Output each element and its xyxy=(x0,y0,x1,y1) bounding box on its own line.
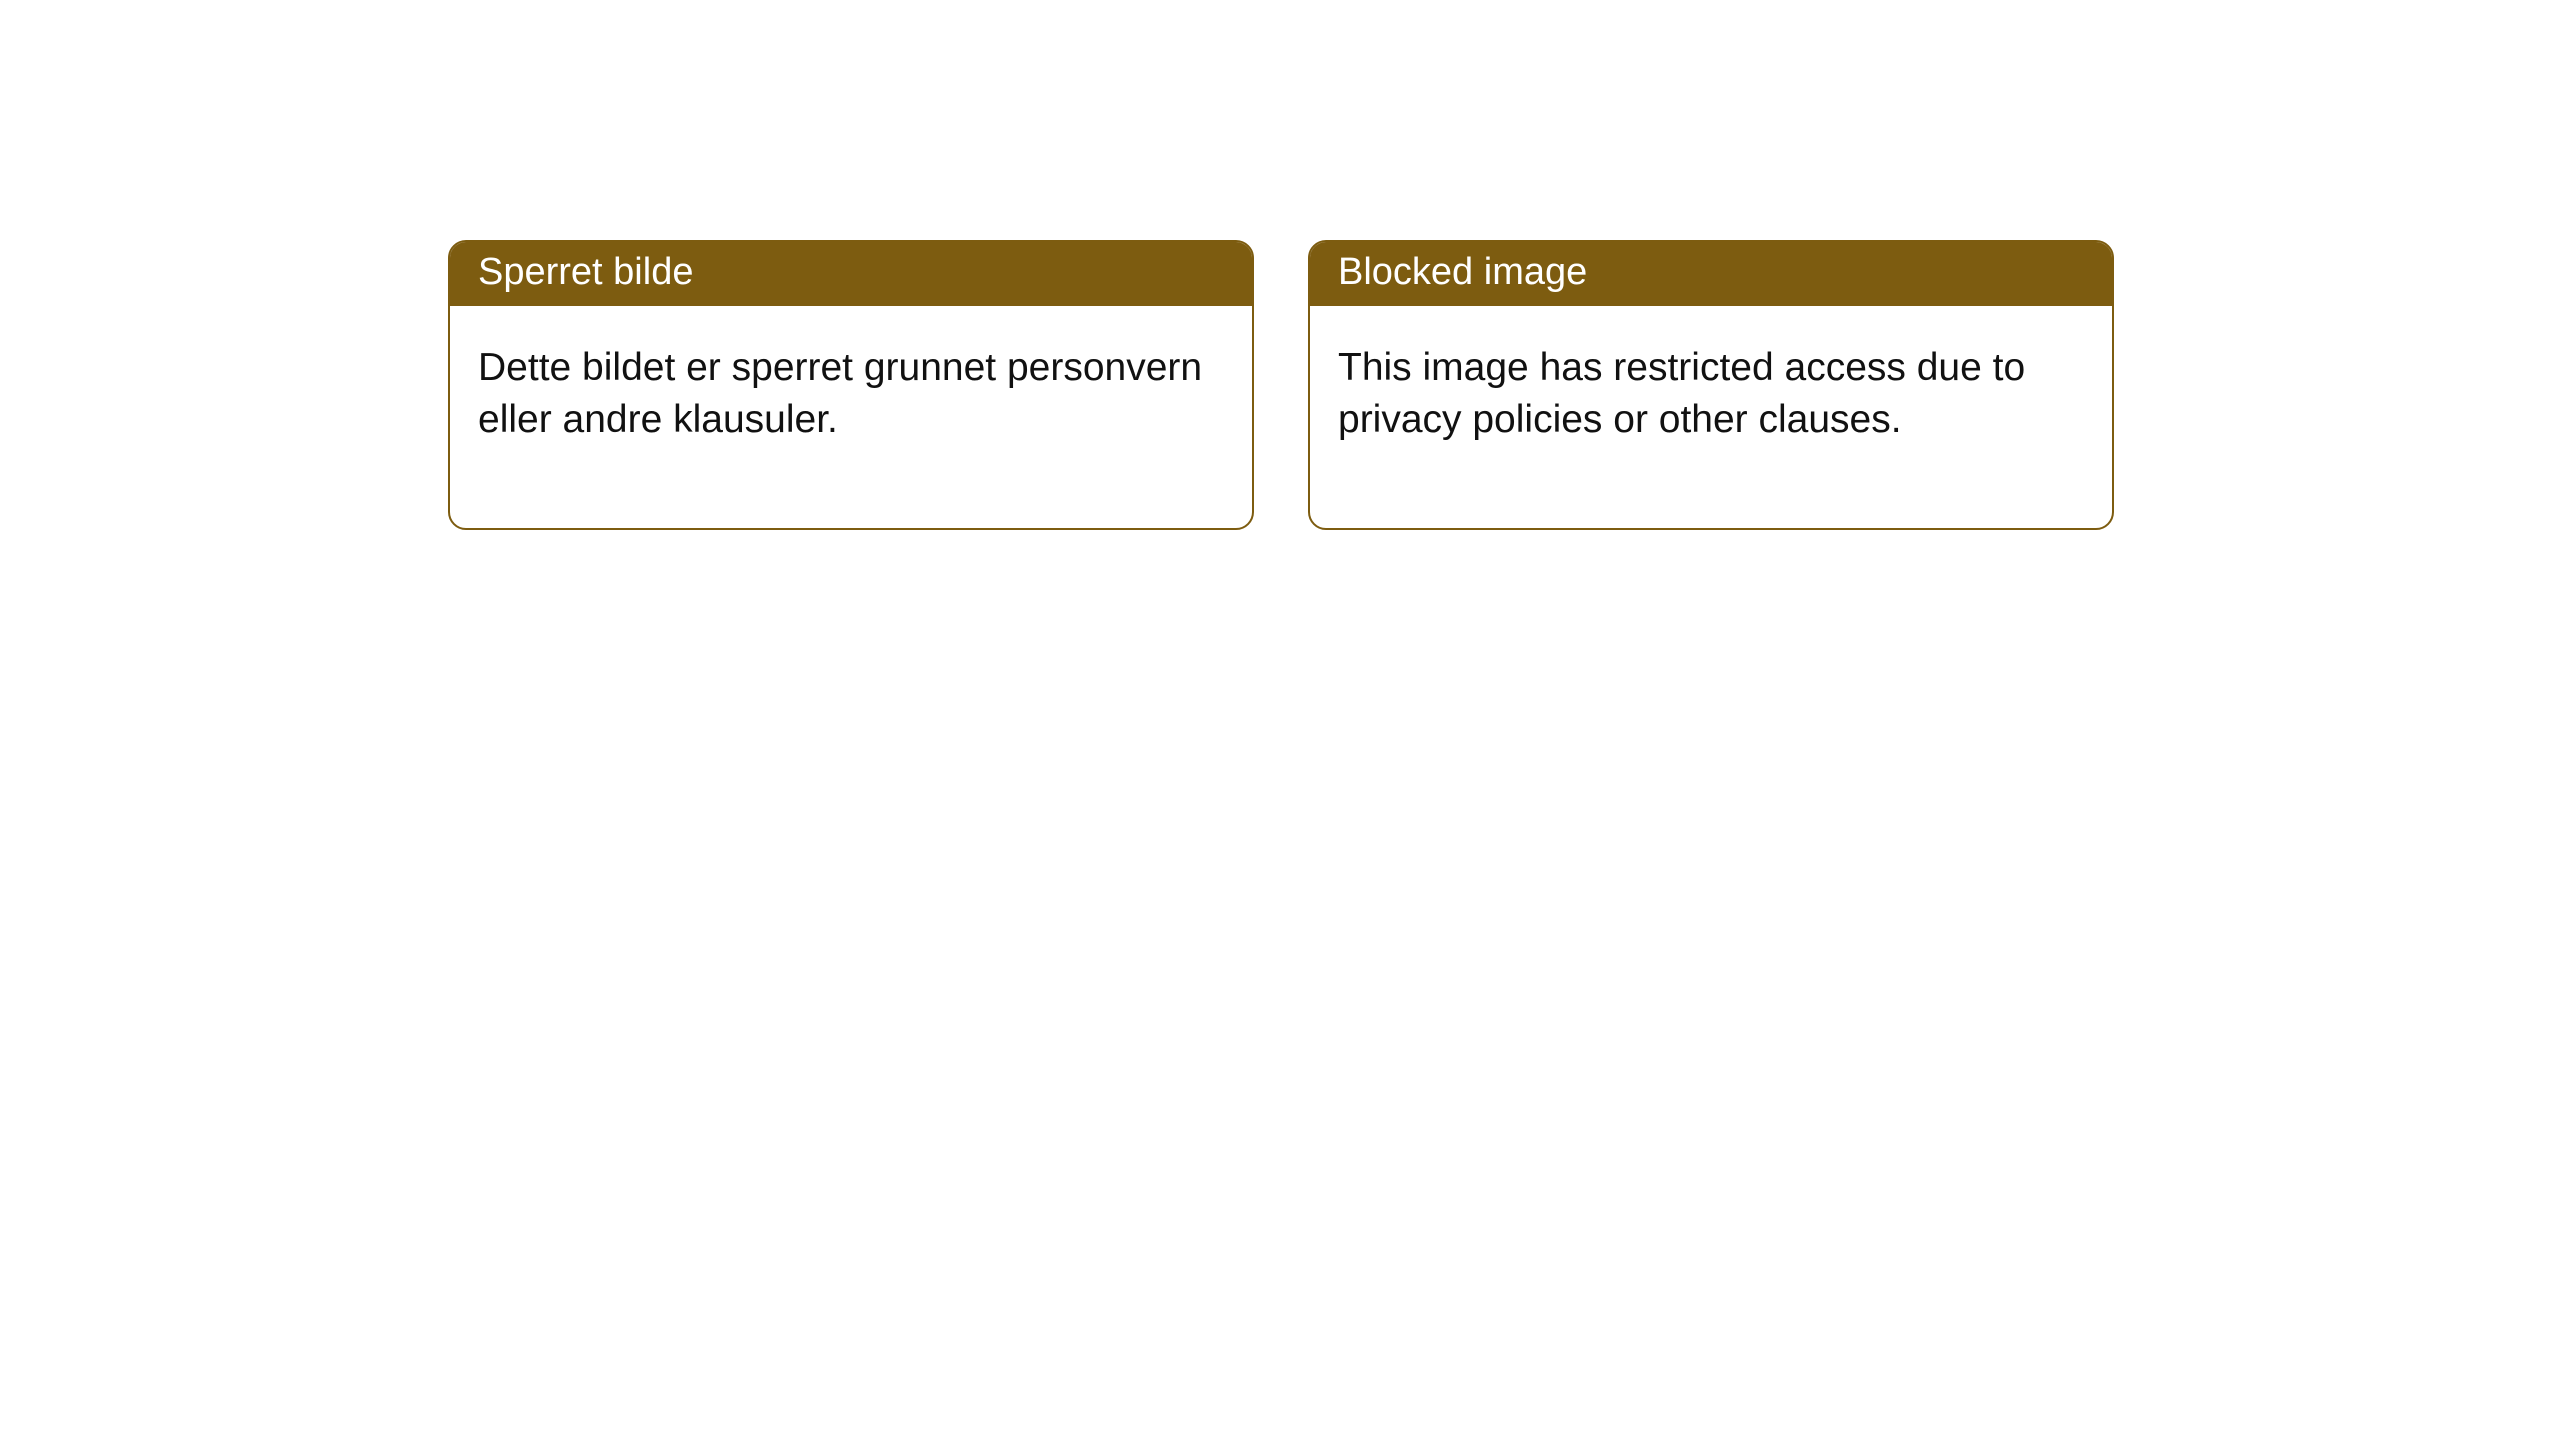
notice-card-body-norwegian: Dette bildet er sperret grunnet personve… xyxy=(450,306,1252,528)
notice-card-title-english: Blocked image xyxy=(1310,242,2112,306)
notice-card-body-english: This image has restricted access due to … xyxy=(1310,306,2112,528)
notice-card-title-norwegian: Sperret bilde xyxy=(450,242,1252,306)
notice-card-norwegian: Sperret bilde Dette bildet er sperret gr… xyxy=(448,240,1254,530)
notice-cards-container: Sperret bilde Dette bildet er sperret gr… xyxy=(448,240,2114,530)
notice-card-english: Blocked image This image has restricted … xyxy=(1308,240,2114,530)
